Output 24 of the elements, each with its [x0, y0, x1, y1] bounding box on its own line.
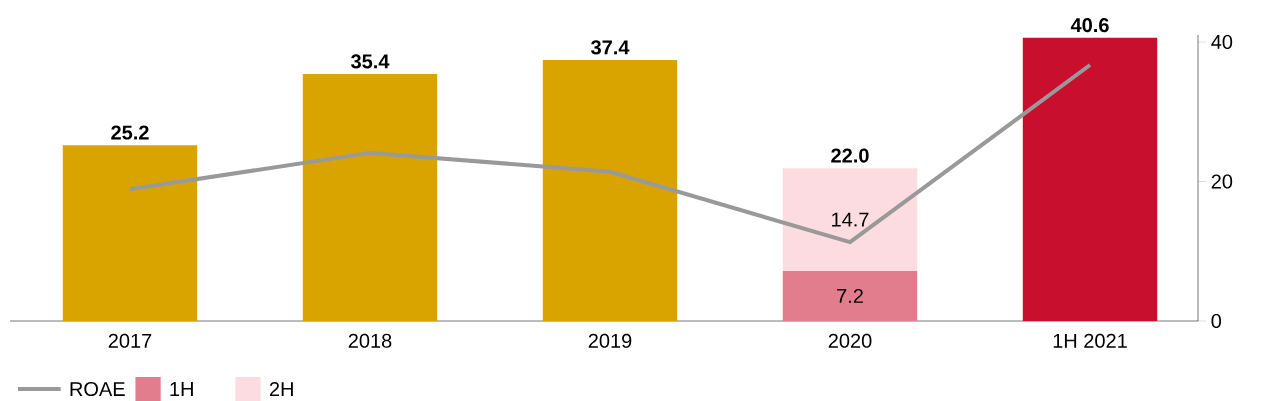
total-label: 25.2 [111, 125, 149, 140]
y-tick-label: 40 [1211, 34, 1233, 50]
x-tick-label: 2019 [588, 333, 632, 348]
total-label: 35.4 [351, 54, 390, 69]
bar [302, 74, 438, 321]
x-tick-label: 2017 [108, 333, 152, 348]
bar [782, 168, 918, 271]
data-label: 7.2 [837, 288, 863, 303]
total-label: 40.6 [1070, 18, 1109, 33]
y-tick-label: 0 [1211, 313, 1222, 329]
bar [1022, 37, 1158, 321]
bar [542, 60, 678, 321]
legend-label: 1H [170, 382, 193, 396]
x-tick-label: 2018 [348, 333, 392, 348]
legend-label: ROAE [70, 381, 125, 397]
x-tick-label: 1H 2021 [1053, 333, 1127, 348]
x-tick-label: 2020 [828, 333, 872, 348]
bar [62, 145, 198, 321]
legend-label: 2H [269, 382, 293, 396]
y-tick-label: 20 [1211, 174, 1233, 189]
data-label: 14.7 [832, 212, 869, 227]
bar [782, 270, 918, 321]
total-label: 22.0 [831, 148, 869, 163]
total-label: 37.4 [591, 40, 630, 55]
